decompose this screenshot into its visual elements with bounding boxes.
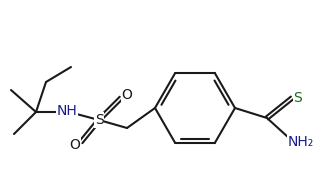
Text: NH₂: NH₂ bbox=[288, 135, 314, 149]
Text: O: O bbox=[122, 88, 132, 102]
Text: NH: NH bbox=[57, 104, 77, 118]
Text: O: O bbox=[69, 138, 81, 152]
Text: S: S bbox=[294, 91, 303, 105]
Text: S: S bbox=[95, 113, 103, 127]
